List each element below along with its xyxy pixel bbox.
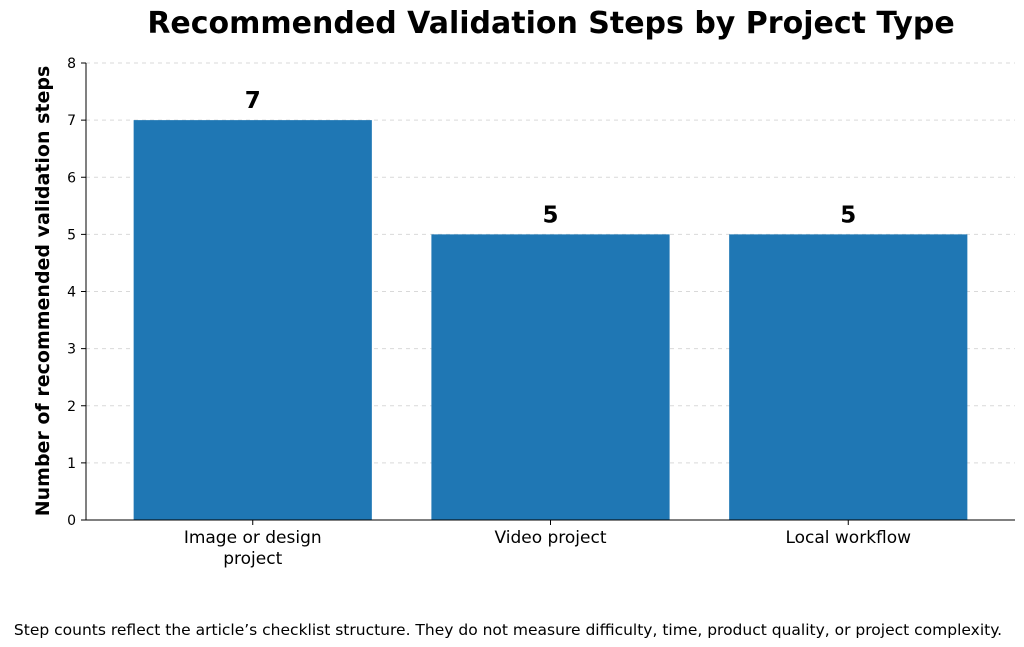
y-tick-label: 0 [67,513,76,529]
bars [133,120,968,520]
y-tick-label: 7 [67,113,76,129]
y-tick-label: 2 [67,399,76,415]
chart-title: Recommended Validation Steps by Project … [147,6,954,41]
y-tick-label: 4 [67,285,76,301]
bar [133,120,372,520]
data-label: 5 [840,202,856,228]
y-tick-label: 5 [67,227,76,243]
data-label: 5 [542,202,558,228]
y-axis-ticks: 0 1 2 3 4 5 6 7 8 [67,56,86,529]
x-tick-label: Video project [494,528,606,548]
x-tick-label-line: project [223,549,282,569]
x-tick-label-line: Image or design [184,528,322,548]
y-axis-label: Number of recommended validation steps [32,66,54,517]
x-tick-label-line: Video project [494,528,606,548]
y-tick-label: 6 [67,170,76,186]
footnote: Step counts reflect the article’s checkl… [14,621,1002,639]
y-tick-label: 1 [67,456,76,472]
x-axis-ticks: Image or design project Video project Local… [184,520,911,569]
y-tick-label: 8 [67,56,76,72]
x-tick-label: Image or design project [184,528,322,569]
data-labels: 7 5 5 [245,88,857,228]
y-tick-label: 3 [67,342,76,358]
bar [431,234,670,520]
bar [729,234,968,520]
x-tick-label-line: Local workflow [785,528,911,548]
x-tick-label: Local workflow [785,528,911,548]
data-label: 7 [245,88,261,114]
